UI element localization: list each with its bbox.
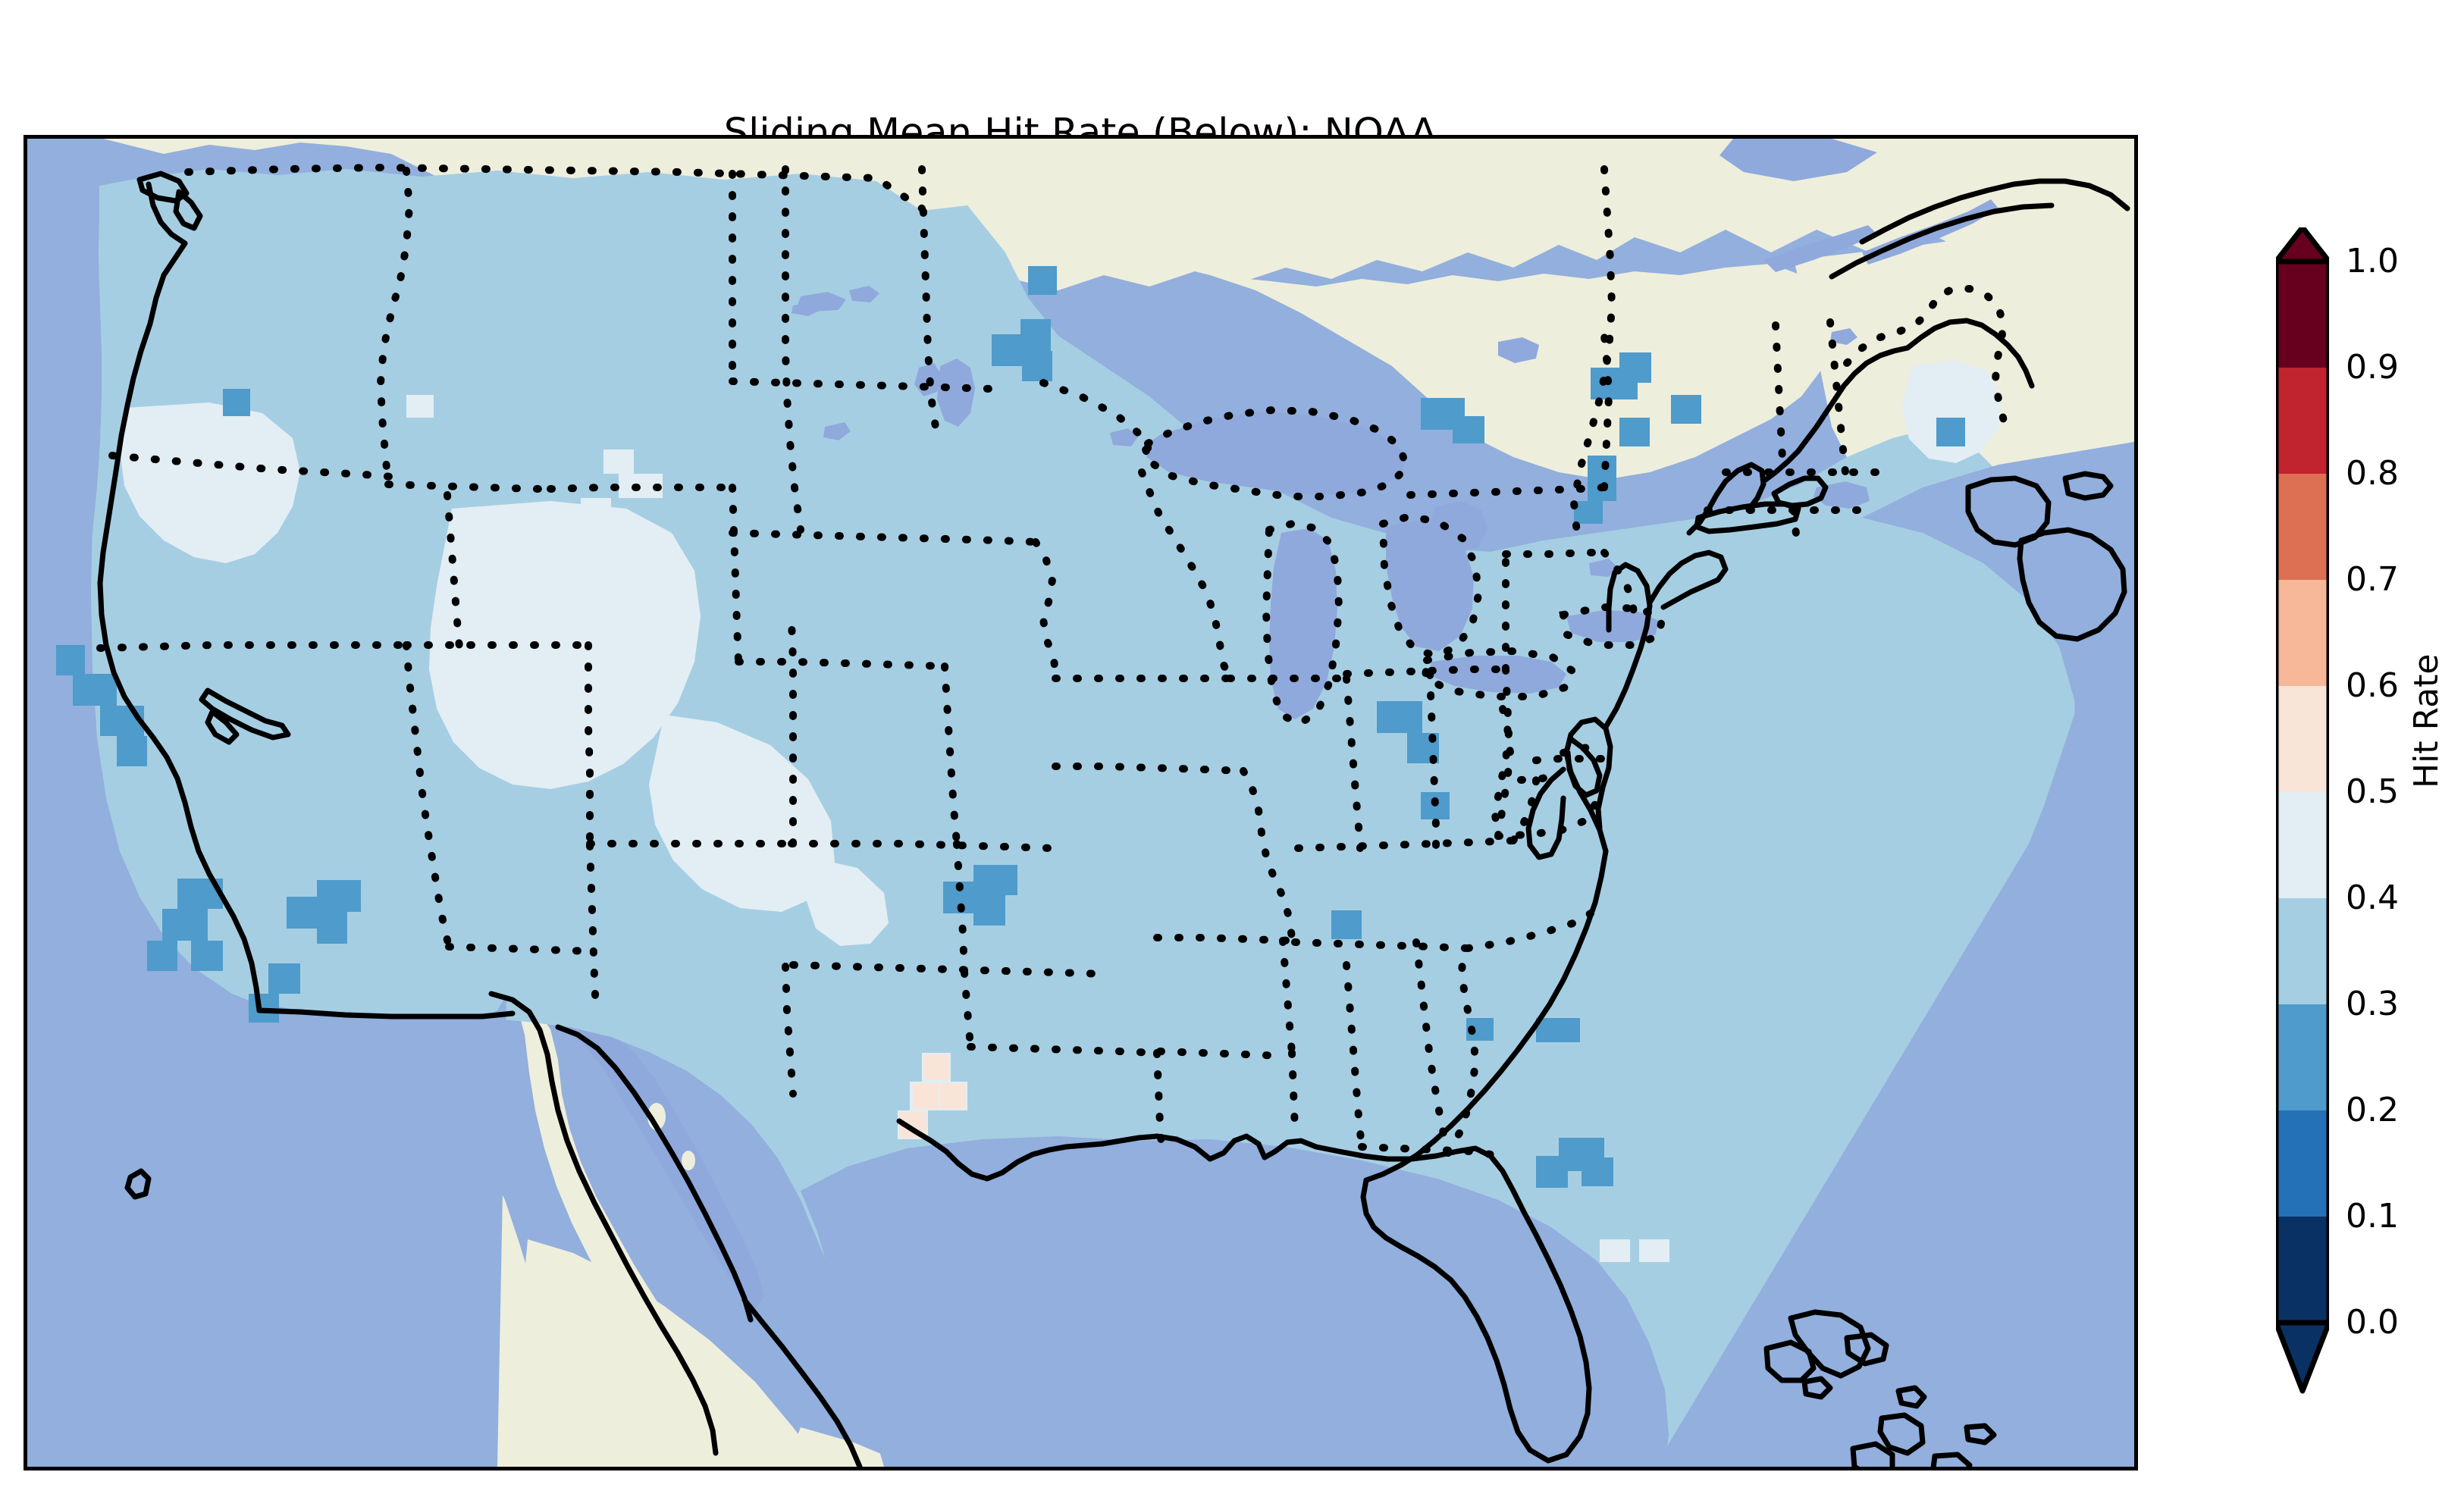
colorbar-band-0p20-0p30 xyxy=(2276,1004,2329,1110)
colorbar-tick-label-0p3: 0.3 xyxy=(2346,985,2399,1023)
colorbar-outline xyxy=(2276,258,2329,1326)
colorbar-tick-label-0p1: 0.1 xyxy=(2346,1197,2399,1236)
colorbar-band-0p60-0p70 xyxy=(2276,580,2329,686)
bin-0p20-0p30-cells xyxy=(56,266,1965,1188)
colorbar-tick-label-0p5: 0.5 xyxy=(2346,772,2399,811)
atlantic-ocean xyxy=(1672,442,2134,1467)
pacific-ocean xyxy=(27,139,506,1467)
colorbar-band-0p10-0p20 xyxy=(2276,1110,2329,1217)
colorbar-tick-label-1p0: 1.0 xyxy=(2346,242,2399,280)
colorbar-band-0p30-0p40 xyxy=(2276,898,2329,1004)
colorbar-under-arrow xyxy=(2276,1320,2329,1394)
colorbar-tick-label-0p7: 0.7 xyxy=(2346,560,2399,599)
great-lakes xyxy=(792,139,1998,719)
hit-rate-raster xyxy=(27,139,2134,1467)
colorbar-band-0p70-0p80 xyxy=(2276,474,2329,580)
map-axes xyxy=(24,135,2138,1471)
colorbar-tick-label-0p9: 0.9 xyxy=(2346,348,2399,387)
colorbar-band-0p50-0p60 xyxy=(2276,686,2329,792)
colorbar-tick-label-0p2: 0.2 xyxy=(2346,1091,2399,1129)
map-canvas xyxy=(27,139,2134,1467)
colorbar-tick-label-0p4: 0.4 xyxy=(2346,879,2399,917)
colorbar-tick-label-0p0: 0.0 xyxy=(2346,1303,2399,1342)
colorbar-over-arrow xyxy=(2276,227,2329,265)
colorbar-band-0p90-1p00 xyxy=(2276,262,2329,368)
state-borders xyxy=(96,163,2010,1158)
colorbar-swatches xyxy=(2276,227,2329,1394)
colorbar-band-0p80-0p90 xyxy=(2276,368,2329,474)
colorbar-band-0p40-0p50 xyxy=(2276,792,2329,898)
colorbar: 1.0 0.9 0.8 0.7 0.6 0.5 0.4 0.3 0.2 0.1 … xyxy=(2276,227,2399,1425)
coastlines xyxy=(97,171,2130,1467)
gulf-of-mexico xyxy=(801,1136,1669,1467)
bin-0p40-0p50-cells xyxy=(120,360,2002,1262)
colorbar-axis-label: Hit Rate xyxy=(2407,653,2446,788)
colorbar-tick-label-0p6: 0.6 xyxy=(2346,666,2399,705)
colorbar-band-0p00-0p10 xyxy=(2276,1217,2329,1323)
colorbar-tick-label-0p8: 0.8 xyxy=(2346,454,2399,493)
